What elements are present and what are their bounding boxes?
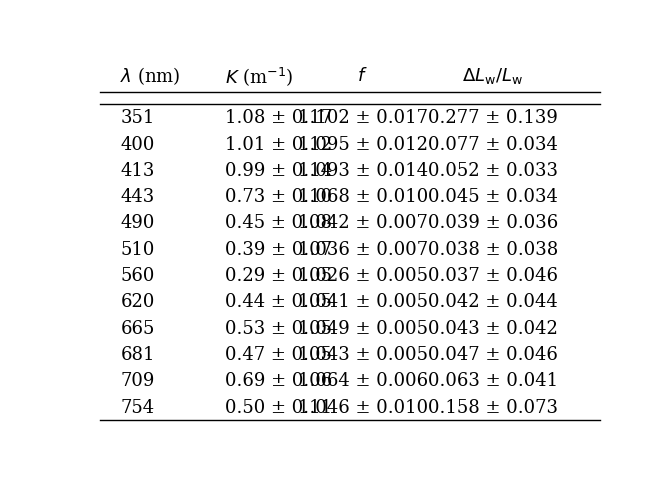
Text: $K$ (m$^{-1}$): $K$ (m$^{-1}$) — [224, 65, 293, 87]
Text: 443: 443 — [120, 188, 155, 206]
Text: 0.042 ± 0.044: 0.042 ± 0.044 — [428, 293, 558, 311]
Text: 560: 560 — [120, 266, 155, 285]
Text: 0.39 ± 0.07: 0.39 ± 0.07 — [224, 240, 332, 258]
Text: 1.026 ± 0.005: 1.026 ± 0.005 — [298, 266, 427, 285]
Text: 0.077 ± 0.034: 0.077 ± 0.034 — [428, 135, 558, 153]
Text: 1.068 ± 0.010: 1.068 ± 0.010 — [298, 188, 428, 206]
Text: 1.064 ± 0.006: 1.064 ± 0.006 — [298, 372, 427, 389]
Text: 0.53 ± 0.05: 0.53 ± 0.05 — [224, 319, 331, 337]
Text: 1.01 ± 0.12: 1.01 ± 0.12 — [224, 135, 332, 153]
Text: 681: 681 — [120, 345, 155, 363]
Text: 351: 351 — [120, 109, 155, 127]
Text: 754: 754 — [120, 398, 155, 416]
Text: $\Delta L_\mathrm{w}/L_\mathrm{w}$: $\Delta L_\mathrm{w}/L_\mathrm{w}$ — [462, 66, 523, 86]
Text: 0.45 ± 0.08: 0.45 ± 0.08 — [224, 214, 331, 232]
Text: 620: 620 — [120, 293, 155, 311]
Text: 0.47 ± 0.05: 0.47 ± 0.05 — [224, 345, 331, 363]
Text: 1.093 ± 0.014: 1.093 ± 0.014 — [298, 162, 427, 180]
Text: 1.08 ± 0.17: 1.08 ± 0.17 — [224, 109, 332, 127]
Text: 1.046 ± 0.010: 1.046 ± 0.010 — [298, 398, 427, 416]
Text: 0.50 ± 0.11: 0.50 ± 0.11 — [224, 398, 332, 416]
Text: 1.036 ± 0.007: 1.036 ± 0.007 — [298, 240, 427, 258]
Text: 510: 510 — [120, 240, 155, 258]
Text: 0.158 ± 0.073: 0.158 ± 0.073 — [428, 398, 558, 416]
Text: 490: 490 — [120, 214, 155, 232]
Text: 0.29 ± 0.05: 0.29 ± 0.05 — [224, 266, 331, 285]
Text: 0.045 ± 0.034: 0.045 ± 0.034 — [428, 188, 558, 206]
Text: 400: 400 — [120, 135, 155, 153]
Text: 0.99 ± 0.14: 0.99 ± 0.14 — [224, 162, 332, 180]
Text: 0.039 ± 0.036: 0.039 ± 0.036 — [427, 214, 558, 232]
Text: 1.095 ± 0.012: 1.095 ± 0.012 — [298, 135, 427, 153]
Text: 1.102 ± 0.017: 1.102 ± 0.017 — [298, 109, 427, 127]
Text: 413: 413 — [120, 162, 155, 180]
Text: 0.043 ± 0.042: 0.043 ± 0.042 — [428, 319, 558, 337]
Text: 0.063 ± 0.041: 0.063 ± 0.041 — [428, 372, 558, 389]
Text: 1.042 ± 0.007: 1.042 ± 0.007 — [298, 214, 427, 232]
Text: 0.44 ± 0.05: 0.44 ± 0.05 — [224, 293, 331, 311]
Text: $f$: $f$ — [358, 67, 368, 85]
Text: 0.038 ± 0.038: 0.038 ± 0.038 — [427, 240, 558, 258]
Text: 1.043 ± 0.005: 1.043 ± 0.005 — [298, 345, 427, 363]
Text: 0.037 ± 0.046: 0.037 ± 0.046 — [428, 266, 558, 285]
Text: 709: 709 — [120, 372, 155, 389]
Text: 0.69 ± 0.06: 0.69 ± 0.06 — [224, 372, 332, 389]
Text: 0.052 ± 0.033: 0.052 ± 0.033 — [428, 162, 558, 180]
Text: 0.047 ± 0.046: 0.047 ± 0.046 — [428, 345, 558, 363]
Text: 665: 665 — [120, 319, 155, 337]
Text: 1.049 ± 0.005: 1.049 ± 0.005 — [298, 319, 427, 337]
Text: 0.277 ± 0.139: 0.277 ± 0.139 — [428, 109, 558, 127]
Text: 0.73 ± 0.10: 0.73 ± 0.10 — [224, 188, 332, 206]
Text: $\lambda$ (nm): $\lambda$ (nm) — [120, 65, 181, 87]
Text: 1.041 ± 0.005: 1.041 ± 0.005 — [298, 293, 427, 311]
